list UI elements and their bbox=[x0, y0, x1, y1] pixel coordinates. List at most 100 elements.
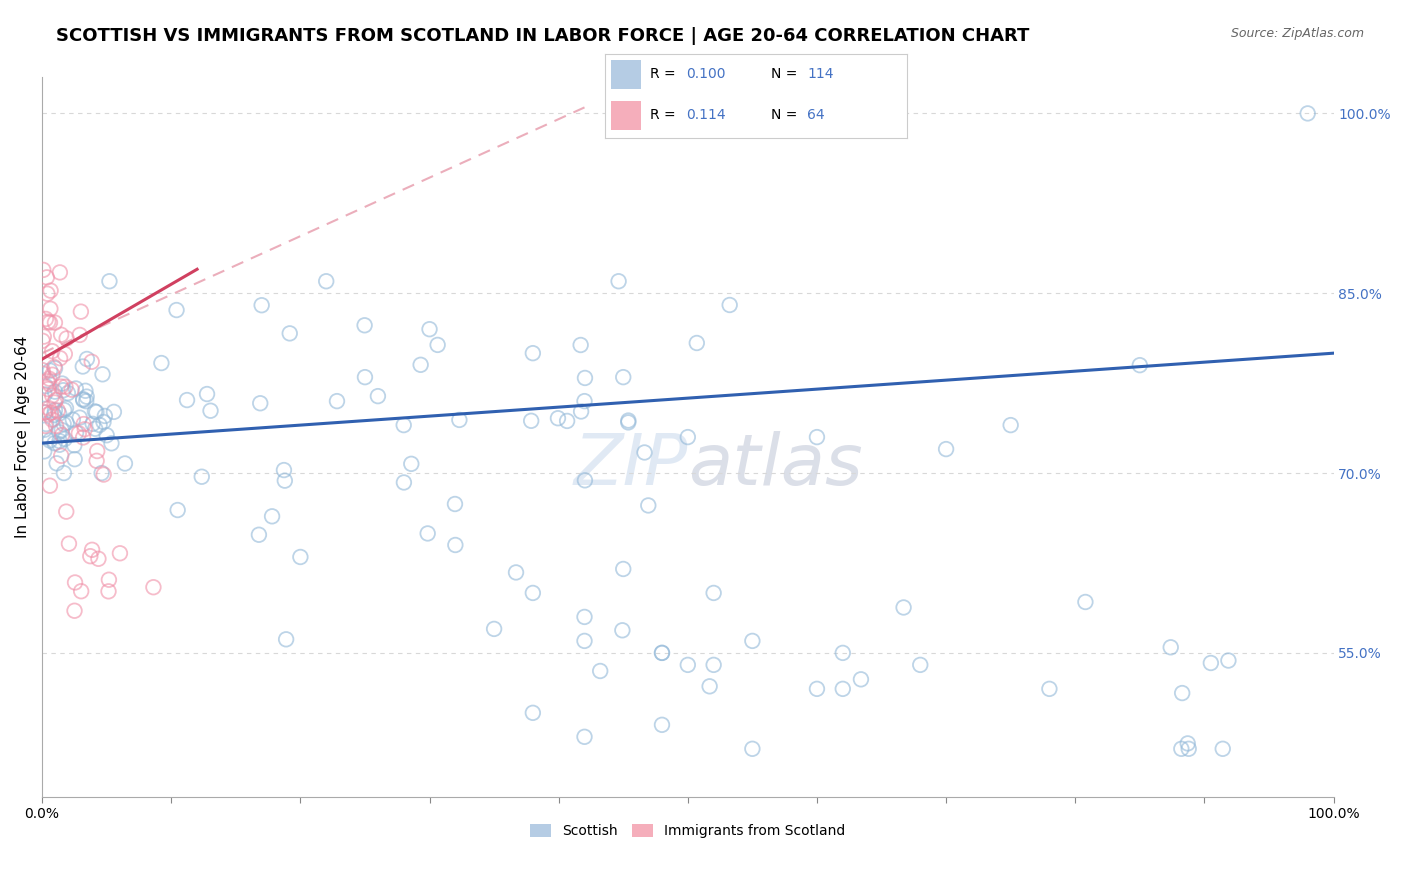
Point bbox=[51, 423, 73, 437]
Point bbox=[55, 401, 77, 416]
Text: 0.114: 0.114 bbox=[686, 109, 725, 122]
Point bbox=[39, 316, 62, 330]
Point bbox=[72, 430, 94, 444]
Point bbox=[1171, 686, 1194, 700]
Point bbox=[195, 387, 218, 401]
Point bbox=[55, 416, 77, 430]
Point bbox=[166, 503, 188, 517]
Point bbox=[63, 575, 86, 590]
Point bbox=[34, 405, 56, 419]
Point bbox=[72, 359, 94, 374]
Point bbox=[39, 405, 62, 419]
Text: atlas: atlas bbox=[688, 432, 862, 500]
Point bbox=[100, 436, 122, 450]
Point bbox=[574, 394, 596, 409]
Point bbox=[37, 374, 59, 388]
Point bbox=[612, 370, 634, 384]
Point bbox=[935, 442, 957, 456]
Point bbox=[150, 356, 173, 370]
Point bbox=[86, 444, 108, 458]
Point bbox=[1074, 595, 1097, 609]
Point bbox=[82, 417, 104, 431]
Point bbox=[49, 379, 72, 393]
Point bbox=[58, 536, 80, 550]
Point bbox=[86, 405, 108, 419]
Point bbox=[612, 624, 634, 638]
Point bbox=[80, 355, 103, 369]
Point bbox=[51, 449, 73, 463]
Point bbox=[522, 586, 544, 600]
Point bbox=[1177, 736, 1199, 750]
Point bbox=[1000, 418, 1022, 433]
Point bbox=[449, 413, 471, 427]
Point bbox=[49, 327, 72, 342]
Point bbox=[893, 600, 915, 615]
Point bbox=[676, 430, 699, 444]
Point bbox=[52, 417, 75, 431]
Point bbox=[651, 646, 673, 660]
Point bbox=[617, 413, 640, 427]
Point bbox=[676, 657, 699, 672]
Point bbox=[90, 466, 112, 480]
Point bbox=[65, 382, 87, 396]
Point bbox=[520, 414, 543, 428]
Point bbox=[41, 388, 63, 402]
Point bbox=[37, 382, 59, 396]
Point bbox=[86, 454, 108, 468]
Point bbox=[37, 408, 59, 422]
Point bbox=[72, 392, 94, 407]
Point bbox=[52, 383, 75, 397]
Point bbox=[35, 379, 58, 393]
Point bbox=[60, 383, 83, 397]
Point bbox=[34, 405, 56, 419]
Point bbox=[96, 428, 118, 442]
Point bbox=[44, 436, 66, 450]
Point bbox=[326, 394, 349, 409]
Point bbox=[45, 418, 67, 433]
Point bbox=[276, 632, 298, 647]
Point bbox=[555, 414, 578, 428]
Point bbox=[1170, 741, 1192, 756]
Point bbox=[80, 542, 103, 557]
Point bbox=[1218, 654, 1240, 668]
Point bbox=[569, 338, 592, 352]
Point bbox=[39, 301, 62, 316]
Point bbox=[73, 422, 96, 436]
Point bbox=[38, 401, 60, 416]
Point bbox=[910, 657, 932, 672]
Point bbox=[42, 408, 65, 422]
Point bbox=[574, 633, 596, 648]
Point bbox=[97, 573, 120, 587]
Point bbox=[547, 411, 569, 425]
Point bbox=[114, 457, 136, 471]
Point bbox=[367, 389, 389, 403]
Point bbox=[831, 646, 853, 660]
Point bbox=[44, 361, 66, 376]
Point bbox=[83, 404, 105, 418]
Point bbox=[617, 416, 640, 430]
Point bbox=[409, 358, 432, 372]
Point bbox=[607, 274, 630, 288]
Point bbox=[250, 298, 273, 312]
Point bbox=[273, 463, 295, 477]
Point bbox=[65, 425, 87, 440]
Point bbox=[522, 346, 544, 360]
Point bbox=[70, 304, 93, 318]
Legend: Scottish, Immigrants from Scotland: Scottish, Immigrants from Scotland bbox=[524, 819, 851, 844]
Point bbox=[84, 422, 107, 436]
Point bbox=[262, 509, 284, 524]
Point bbox=[703, 657, 725, 672]
Text: N =: N = bbox=[770, 109, 801, 122]
Point bbox=[849, 673, 872, 687]
Point bbox=[49, 351, 72, 366]
Point bbox=[1160, 640, 1182, 655]
Point bbox=[831, 681, 853, 696]
Point bbox=[44, 316, 66, 330]
Point bbox=[38, 376, 60, 391]
Point bbox=[1199, 656, 1222, 670]
Point bbox=[53, 403, 76, 417]
Point bbox=[35, 417, 58, 431]
Point bbox=[63, 452, 86, 467]
Point bbox=[741, 633, 763, 648]
Point bbox=[55, 331, 77, 345]
